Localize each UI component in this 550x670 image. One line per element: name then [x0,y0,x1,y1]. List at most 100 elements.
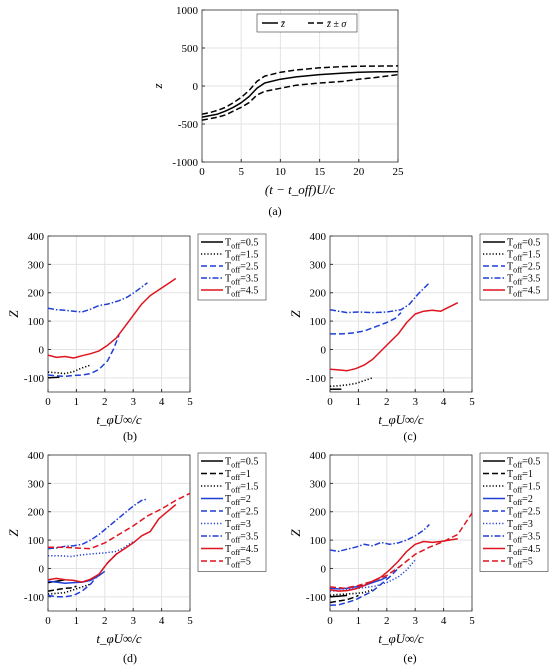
y-tick-label: 400 [28,231,45,243]
y-tick-label: -100 [24,592,45,604]
x-tick-label: 4 [159,396,165,408]
chart-d: 0 1 2 3 4 5-1000100200300400t_φU∞/cZToff=0.5T… [6,450,267,665]
x-tick-label: 0 [45,615,51,627]
x-tick-label: 0 [327,396,333,408]
legend-label: Toff=2 [507,494,533,507]
x-tick-label: 0 [45,396,51,408]
series-line [202,65,398,115]
series-line [48,498,148,550]
figure-caption: (a) [268,204,281,218]
y-tick-label: 500 [182,43,199,55]
legend-box [197,233,267,301]
y-tick-label: 100 [28,316,45,328]
x-tick-label: 5 [469,615,475,627]
x-tick-label: 20 [353,166,365,178]
legend-label: Toff=3.5 [225,274,258,287]
series-line [48,282,148,313]
x-tick-label: 3 [412,396,418,408]
y-tick-label: 300 [28,259,45,271]
plot-frame [329,235,473,393]
legend-label: Toff=2.5 [225,262,258,275]
x-tick-label: 5 [187,396,193,408]
plot-frame [47,235,191,393]
x-tick-label: 0 [199,166,205,178]
y-tick-label: 200 [28,288,45,300]
x-tick-label: 1 [74,396,80,408]
series-line [330,565,402,607]
x-tick-label: 1 [74,615,80,627]
plot-frame [47,454,191,612]
legend-label: Toff=3 [225,519,251,532]
y-axis-label: Z [6,529,21,537]
figure-caption: (d) [123,651,137,665]
legend-label: Toff=0.5 [225,238,258,251]
legend-label: Toff=4.5 [225,544,258,557]
y-tick-label: -1000 [172,157,198,169]
x-axis-label: (t − t_off)U/c [265,182,335,197]
y-tick-label: 200 [310,288,327,300]
legend-label: Toff=4.5 [225,286,258,299]
legend-label: Toff=1 [225,469,251,482]
x-tick-label: 25 [393,166,405,178]
series-line [48,376,60,379]
x-tick-label: 5 [187,615,193,627]
y-tick-label: 0 [39,344,45,356]
series-line [48,504,177,583]
legend-label: Toff=2.5 [225,507,258,520]
legend-label: Toff=5 [225,557,251,570]
y-tick-label: -500 [178,119,199,131]
x-tick-label: 15 [314,166,326,178]
x-tick-label: 2 [384,615,390,627]
x-tick-label: 4 [159,615,165,627]
legend-label: Toff=4.5 [507,286,540,299]
y-tick-label: 100 [310,316,327,328]
y-tick-label: 400 [28,450,45,462]
y-tick-label: -100 [24,373,45,385]
y-tick-label: -100 [306,373,327,385]
x-tick-label: 1 [356,615,362,627]
plot-frame [329,454,473,612]
x-axis-label: t_φU∞/c [96,631,142,646]
legend-box [479,452,549,572]
series-line [48,364,91,375]
x-tick-label: 2 [102,396,108,408]
chart-c: 0 1 2 3 4 5-1000100200300400t_φU∞/cZToff=0.5T… [288,231,549,443]
series-line [48,585,77,592]
series-line [48,277,177,359]
x-tick-label: 10 [275,166,287,178]
y-tick-label: 300 [310,478,327,490]
series-line [48,492,190,550]
y-tick-label: 0 [321,344,327,356]
legend-label: Toff=1.5 [507,482,540,495]
legend-box [256,13,358,33]
legend-label: Toff=4.5 [507,544,540,557]
legend-label: Toff=1.5 [507,250,540,263]
x-tick-label: 5 [238,166,244,178]
y-tick-label: 200 [310,507,327,519]
series-line [330,559,416,592]
y-tick-label: 1000 [176,5,199,17]
legend-label: Toff=1 [507,469,533,482]
legend-label: Toff=1.5 [225,250,258,263]
legend-label: Toff=0.5 [507,457,540,470]
y-tick-label: 300 [28,478,45,490]
legend-label: Toff=3 [507,519,533,532]
series-line [330,537,458,592]
figure-caption: (b) [123,429,137,443]
y-tick-label: 300 [310,259,327,271]
x-tick-label: 3 [130,396,136,408]
x-tick-label: 5 [469,396,475,408]
x-tick-label: 2 [102,615,108,627]
y-axis-label: Z [288,310,303,318]
x-tick-label: 4 [441,396,447,408]
series-line [330,523,430,553]
legend-label: Toff=2.5 [507,507,540,520]
figure-caption: (c) [403,429,416,443]
series-line [48,335,120,378]
series-line [330,576,388,590]
series-line [48,540,134,558]
x-tick-label: 4 [441,615,447,627]
series-line [330,282,430,314]
y-tick-label: 400 [310,450,327,462]
